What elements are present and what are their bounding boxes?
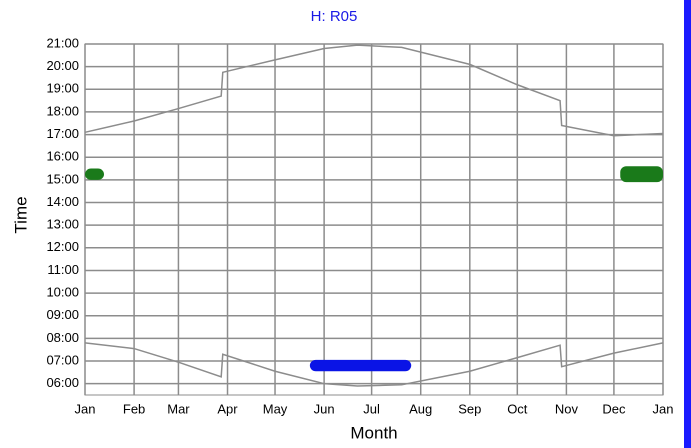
- y-tick-label: 12:00: [46, 239, 79, 254]
- y-tick-label: 16:00: [46, 149, 79, 164]
- y-tick-label: 13:00: [46, 217, 79, 232]
- shading-region: [309, 359, 412, 372]
- y-tick-label: 09:00: [46, 307, 79, 322]
- y-tick-label: 14:00: [46, 194, 79, 209]
- window-edge: [684, 0, 691, 448]
- x-tick-label: Aug: [409, 401, 432, 416]
- x-tick-label: Oct: [507, 401, 528, 416]
- x-tick-label: Feb: [123, 401, 145, 416]
- x-tick-label: Apr: [217, 401, 238, 416]
- y-tick-label: 21:00: [46, 35, 79, 50]
- x-tick-label: Nov: [555, 401, 579, 416]
- x-tick-label: May: [263, 401, 288, 416]
- x-tick-label: Sep: [458, 401, 481, 416]
- x-tick-label: Jul: [363, 401, 380, 416]
- x-tick-label: Jun: [314, 401, 335, 416]
- sun-line: [84, 342, 664, 387]
- sun-line: [84, 44, 664, 137]
- y-axis-label: Time: [11, 196, 30, 233]
- x-tick-label: Jan: [653, 401, 674, 416]
- x-tick-label: Mar: [167, 401, 190, 416]
- y-tick-label: 11:00: [47, 262, 79, 277]
- y-tick-label: 07:00: [46, 352, 79, 367]
- x-tick-label: Dec: [602, 401, 626, 416]
- y-tick-label: 06:00: [46, 375, 79, 390]
- shading-region: [620, 166, 663, 183]
- y-tick-label: 10:00: [46, 285, 79, 300]
- y-tick-label: 17:00: [46, 126, 79, 141]
- x-tick-label: Jan: [75, 401, 96, 416]
- chart-title: H: R05: [311, 8, 358, 25]
- plot-frame: [84, 43, 664, 396]
- y-tick-label: 19:00: [46, 81, 79, 96]
- shading-region: [85, 168, 105, 180]
- x-axis-label: Month: [350, 423, 397, 442]
- y-tick-label: 15:00: [46, 171, 79, 186]
- y-tick-label: 18:00: [46, 103, 79, 118]
- y-tick-label: 08:00: [46, 330, 79, 345]
- y-tick-label: 20:00: [46, 58, 79, 73]
